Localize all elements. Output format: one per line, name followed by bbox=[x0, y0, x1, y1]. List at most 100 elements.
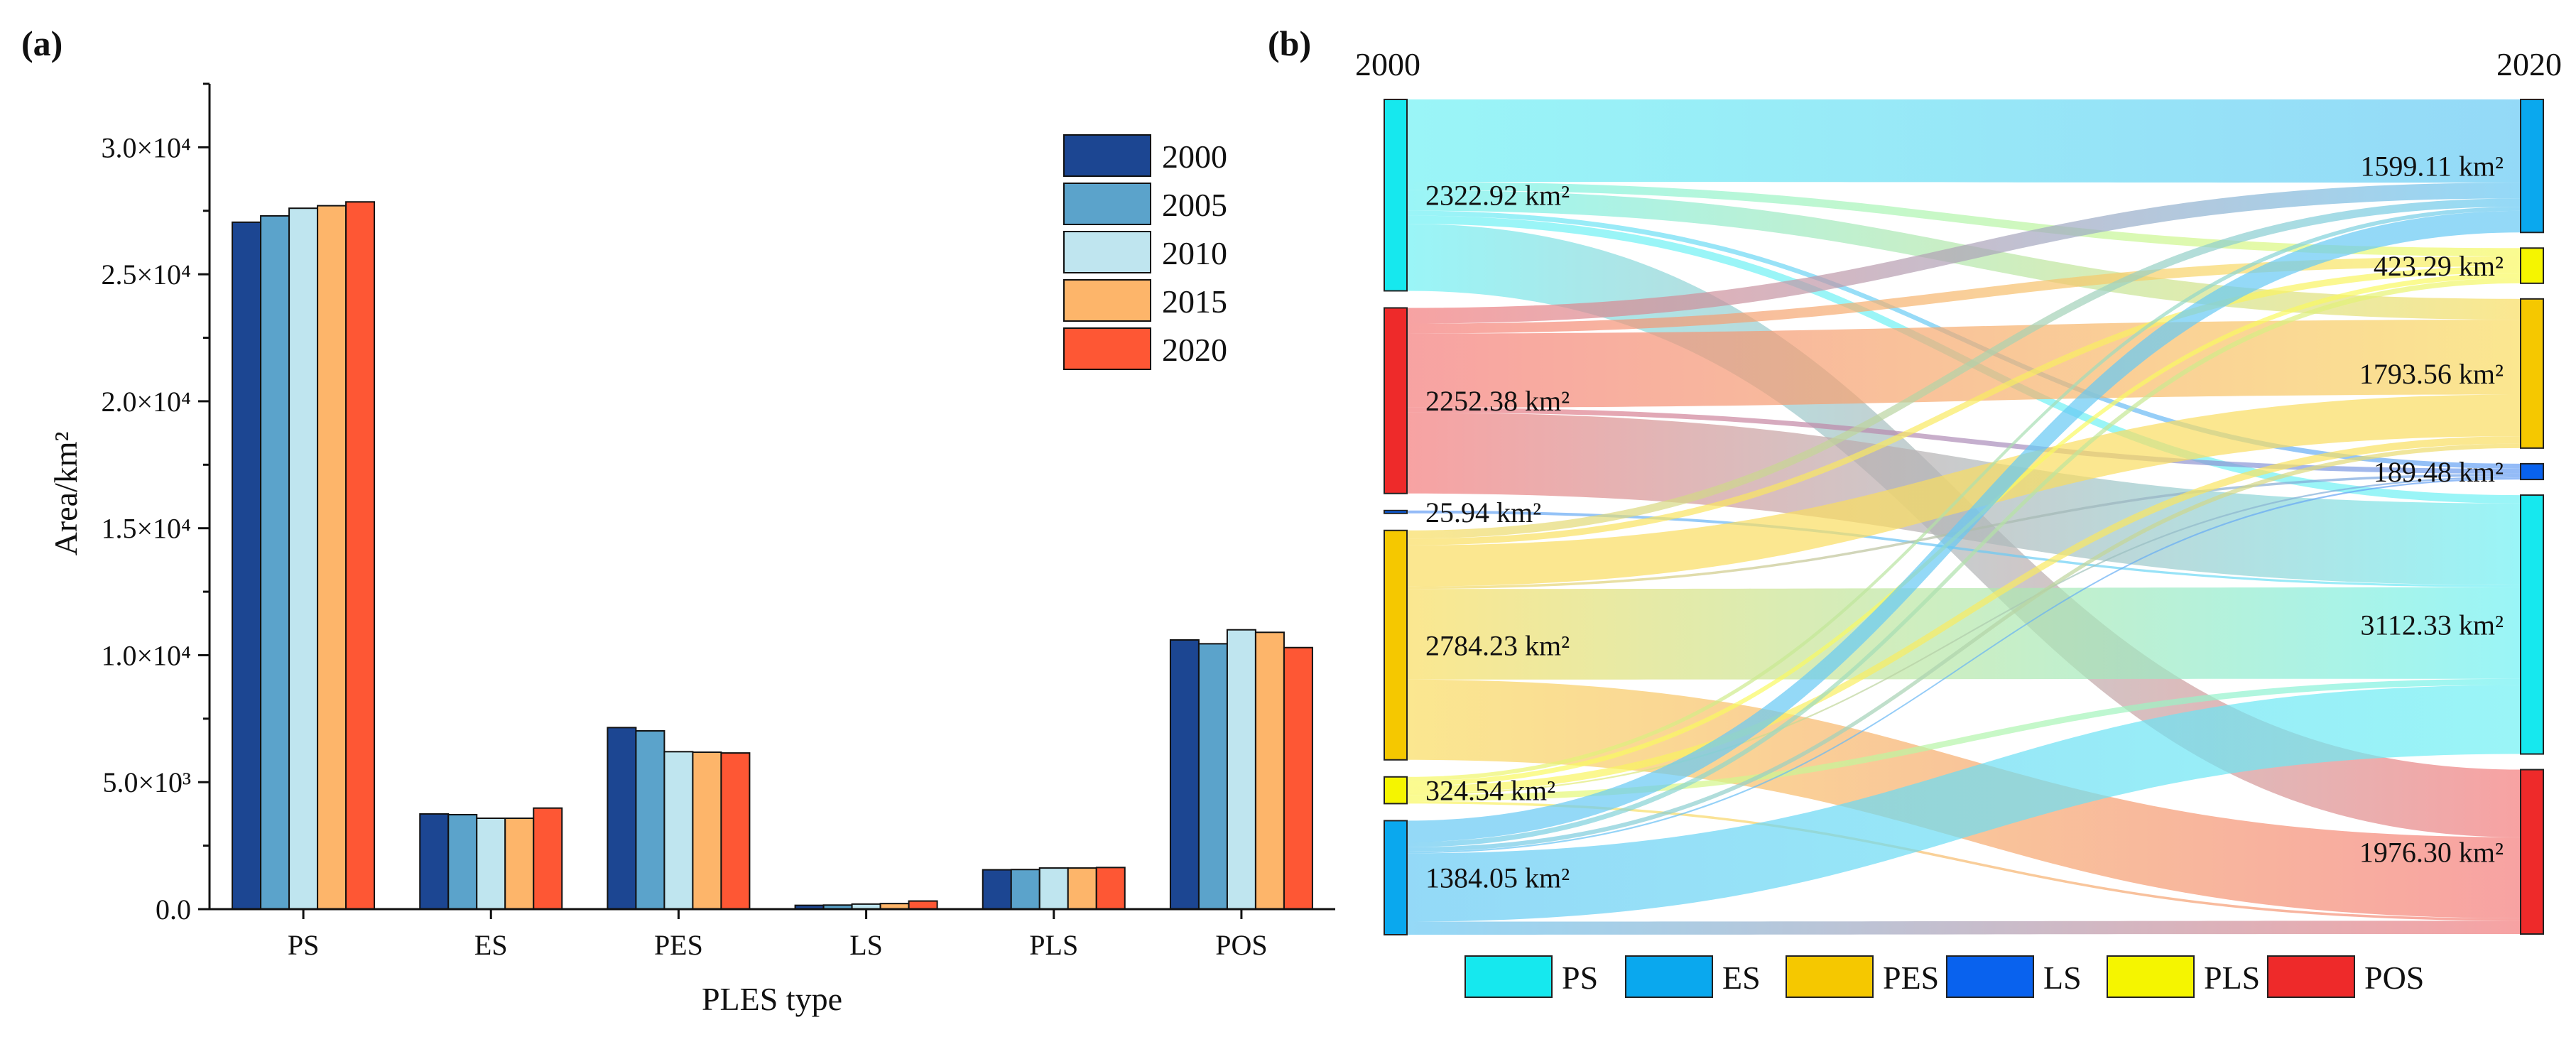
panel-a-label: (a) bbox=[21, 23, 63, 63]
left-year-label: 2000 bbox=[1355, 46, 1420, 82]
flow-POS-to-LS bbox=[1407, 407, 2521, 474]
legend-label-PLS: PLS bbox=[2204, 960, 2260, 996]
flow-PES-to-PES bbox=[1407, 394, 2521, 587]
y-tick-label: 5.0×10³ bbox=[102, 766, 191, 798]
bar-PES-2010 bbox=[663, 751, 694, 911]
legend-label-POS: POS bbox=[2364, 960, 2424, 996]
x-tick-label: PLS bbox=[1029, 929, 1078, 961]
legend-label: 2005 bbox=[1162, 187, 1227, 223]
legend-swatch-ES bbox=[1625, 955, 1713, 998]
flow-PES-to-PLS bbox=[1407, 266, 2521, 545]
bar-PLS-2010 bbox=[1038, 867, 1069, 910]
node-label-2020-PLS: 423.29 km² bbox=[2374, 250, 2504, 282]
node-2000-ES bbox=[1384, 820, 1408, 935]
flow-ES-to-PLS bbox=[1407, 278, 2521, 847]
x-tick-label: POS bbox=[1215, 929, 1267, 961]
bar-PS-2020 bbox=[345, 201, 376, 910]
x-axis-title: PLES type bbox=[702, 981, 842, 1017]
sankey-node-labels: 2322.92 km² 2252.38 km² 25.94 km² 2784.23 k… bbox=[1425, 151, 2504, 894]
legend-label: 2010 bbox=[1162, 235, 1227, 271]
flow-PLS-to-POS bbox=[1407, 800, 2521, 921]
bar-POS-2005 bbox=[1197, 643, 1228, 910]
bar-POS-2015 bbox=[1254, 631, 1285, 910]
node-label-2020-POS: 1976.30 km² bbox=[2359, 836, 2504, 868]
bar-PS-2000 bbox=[232, 221, 262, 910]
node-label-2020-ES: 1599.11 km² bbox=[2360, 151, 2504, 183]
node-2020-ES bbox=[2520, 99, 2544, 234]
legend-swatch-2020 bbox=[1063, 327, 1151, 370]
node-label-2000-POS: 2252.38 km² bbox=[1425, 385, 1570, 417]
bar-PLS-2005 bbox=[1010, 869, 1040, 910]
node-2000-PLS bbox=[1384, 776, 1408, 805]
bar-chart-panel: (a) 0.0 5.0×10³ 1.0×10⁴ 1.5×10⁴ 2.0×10⁴ 2.5×1… bbox=[21, 23, 1335, 1017]
legend-swatch-PLS bbox=[2107, 955, 2195, 998]
legend-label-PES: PES bbox=[1883, 960, 1939, 996]
legend-label: 2015 bbox=[1162, 283, 1227, 320]
bar-PES-2005 bbox=[635, 730, 665, 911]
right-year-label: 2020 bbox=[2496, 46, 2562, 82]
flow-PS-to-PLS bbox=[1407, 182, 2521, 256]
flow-POS-to-PES bbox=[1407, 320, 2521, 408]
legend-label-ES: ES bbox=[1722, 960, 1761, 996]
x-tick-label: LS bbox=[849, 929, 883, 961]
sankey-panel: (b) 2000 2020 2322.92 km² 2252.38 km² 25.9… bbox=[1268, 23, 2562, 998]
flow-PLS-to-ES bbox=[1407, 207, 2521, 781]
bar-ES-2000 bbox=[419, 813, 450, 911]
bar-PS-2005 bbox=[260, 215, 290, 911]
axes: 0.0 5.0×10³ 1.0×10⁴ 1.5×10⁴ 2.0×10⁴ 2.5×10⁴ 3.… bbox=[101, 82, 1335, 961]
bar-ES-2020 bbox=[533, 807, 563, 911]
bar-ES-2005 bbox=[447, 813, 478, 911]
flow-ES-to-POS bbox=[1407, 921, 2521, 935]
y-axis-title: Area/km² bbox=[48, 432, 84, 556]
legend-swatch-LS bbox=[1946, 955, 2034, 998]
node-2020-PLS bbox=[2520, 247, 2544, 284]
bar-PLS-2000 bbox=[982, 869, 1012, 911]
legend-swatch-2010 bbox=[1063, 231, 1151, 273]
node-label-2020-PS: 3112.33 km² bbox=[2360, 609, 2504, 641]
x-tick-label: PS bbox=[288, 929, 320, 961]
sankey-nodes bbox=[1384, 99, 2544, 935]
legend-swatch-POS bbox=[2267, 955, 2355, 998]
legend-label: 2020 bbox=[1162, 332, 1227, 368]
flow-PES-to-PS bbox=[1407, 587, 2521, 680]
bar-PES-2020 bbox=[720, 752, 751, 911]
bar-POS-2000 bbox=[1169, 639, 1200, 910]
node-label-2020-PES: 1793.56 km² bbox=[2359, 358, 2504, 390]
legend-swatch-PES bbox=[1786, 955, 1874, 998]
node-label-2000-PS: 2322.92 km² bbox=[1425, 180, 1570, 212]
flow-PLS-to-PS bbox=[1407, 678, 2521, 801]
y-tick-label: 3.0×10⁴ bbox=[101, 131, 191, 163]
legend-swatch-2000 bbox=[1063, 134, 1151, 177]
node-2020-PES bbox=[2520, 298, 2544, 449]
flow-PLS-to-LS bbox=[1407, 476, 2521, 796]
flow-PES-to-ES bbox=[1407, 198, 2521, 539]
node-2020-LS bbox=[2520, 462, 2544, 481]
legend-swatch-2015 bbox=[1063, 279, 1151, 322]
bar-POS-2020 bbox=[1283, 646, 1313, 911]
flow-POS-to-PLS bbox=[1407, 256, 2521, 334]
node-2020-PS bbox=[2520, 494, 2544, 755]
bar-POS-2010 bbox=[1226, 629, 1256, 910]
y-tick-label: 0.0 bbox=[156, 894, 191, 925]
y-tick-label: 2.5×10⁴ bbox=[101, 259, 191, 291]
bar-PLS-2020 bbox=[1095, 867, 1126, 910]
node-label-2000-PES: 2784.23 km² bbox=[1425, 629, 1570, 661]
legend-label-PS: PS bbox=[1562, 960, 1598, 996]
flow-ES-to-ES bbox=[1407, 210, 2521, 842]
node-label-2000-PLS: 324.54 km² bbox=[1425, 775, 1555, 807]
node-2000-PES bbox=[1384, 529, 1408, 761]
bar-PES-2015 bbox=[692, 751, 722, 911]
flow-POS-to-ES bbox=[1407, 183, 2521, 324]
x-tick-label: PES bbox=[654, 929, 703, 961]
flow-ES-to-LS bbox=[1407, 477, 2521, 854]
bar-ES-2010 bbox=[476, 818, 506, 910]
node-2000-POS bbox=[1384, 307, 1408, 494]
sankey-legend: PS ES PES LS PLS POS bbox=[1464, 955, 2424, 998]
node-2020-POS bbox=[2520, 769, 2544, 935]
node-label-2000-LS: 25.94 km² bbox=[1425, 496, 1541, 528]
y-tick-label: 1.0×10⁴ bbox=[101, 639, 191, 671]
x-tick-label: ES bbox=[474, 929, 508, 961]
y-tick-label: 2.0×10⁴ bbox=[101, 386, 191, 418]
node-2000-LS bbox=[1384, 509, 1408, 514]
